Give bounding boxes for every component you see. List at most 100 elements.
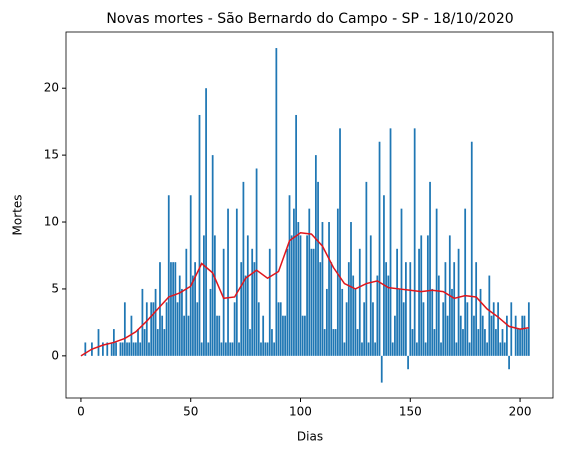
bar (437, 275, 440, 356)
smoothed-line (80, 231, 529, 357)
x-tick-label: 150 (399, 405, 422, 419)
x-tick-label: 0 (77, 405, 85, 419)
bar (457, 248, 460, 356)
bar (156, 329, 159, 356)
bar (123, 302, 126, 356)
bar (181, 288, 183, 356)
bar (367, 342, 370, 356)
bar (510, 302, 513, 356)
x-tick-label: 50 (183, 405, 198, 419)
bar (227, 208, 229, 356)
bar (407, 355, 409, 370)
y-axis-label: Mortes (11, 195, 25, 236)
bar (356, 329, 359, 356)
bar (497, 302, 499, 356)
bar (343, 342, 346, 356)
bar (426, 235, 429, 356)
bar (275, 48, 278, 356)
bar (523, 315, 526, 356)
bar (132, 342, 135, 356)
bar (376, 275, 379, 356)
bar (229, 342, 232, 356)
bar (257, 302, 260, 356)
bar (339, 128, 341, 356)
bar (312, 248, 315, 356)
bar (231, 342, 234, 356)
bar (121, 342, 124, 356)
plot-frame (65, 31, 554, 399)
bar (352, 275, 355, 356)
bar (203, 235, 205, 356)
bar (251, 248, 254, 356)
bar (148, 342, 150, 356)
bar (488, 275, 491, 356)
bar (462, 329, 464, 356)
chart-title: Novas mortes - São Bernardo do Campo - S… (106, 11, 513, 27)
y-tick-label: 15 (44, 148, 59, 162)
bar (293, 208, 295, 356)
bar (385, 262, 388, 356)
bar (115, 342, 117, 356)
bar (301, 315, 304, 356)
bar (400, 208, 403, 356)
bar (176, 302, 179, 356)
bar (484, 329, 486, 356)
bar (253, 262, 256, 356)
bar (321, 222, 324, 356)
bar (249, 329, 251, 356)
bar (402, 302, 405, 356)
bar (354, 288, 357, 356)
bar (521, 315, 524, 356)
bar (347, 262, 350, 356)
bar (391, 342, 394, 356)
bar (299, 235, 302, 356)
bar (271, 329, 273, 356)
bar (345, 302, 348, 356)
bar (527, 302, 530, 356)
bar (216, 315, 218, 356)
bar (459, 315, 462, 356)
x-axis-label: Dias (297, 430, 323, 444)
bar (170, 262, 172, 356)
bar (233, 302, 236, 356)
y-tick-label: 5 (51, 281, 59, 295)
y-tick-label: 0 (51, 348, 59, 362)
bar (451, 288, 453, 356)
bar (297, 222, 300, 356)
bar (492, 302, 495, 356)
bar (152, 302, 155, 356)
bar (389, 128, 392, 356)
bar (503, 342, 506, 356)
bar (415, 342, 418, 356)
bar (222, 248, 225, 356)
bar (306, 235, 308, 356)
bar (196, 302, 199, 356)
bar (110, 342, 113, 356)
bar (365, 181, 368, 356)
bar (264, 342, 267, 356)
bar (495, 329, 497, 356)
bar (126, 342, 128, 356)
bar (361, 342, 363, 356)
bar (161, 315, 164, 356)
bar (411, 329, 414, 356)
bar (128, 342, 131, 356)
bar (466, 302, 469, 356)
bar (519, 329, 521, 356)
bar (490, 315, 493, 356)
bar (409, 262, 412, 356)
bar (277, 302, 280, 356)
bar (317, 181, 319, 356)
bar (242, 181, 245, 356)
bar (119, 342, 122, 356)
bar (334, 329, 337, 356)
bar (266, 342, 269, 356)
bar (516, 329, 519, 356)
bar (398, 288, 401, 356)
bar (262, 315, 265, 356)
bar (396, 248, 398, 356)
bar (486, 342, 489, 356)
bar (165, 302, 168, 356)
bar (378, 141, 381, 356)
